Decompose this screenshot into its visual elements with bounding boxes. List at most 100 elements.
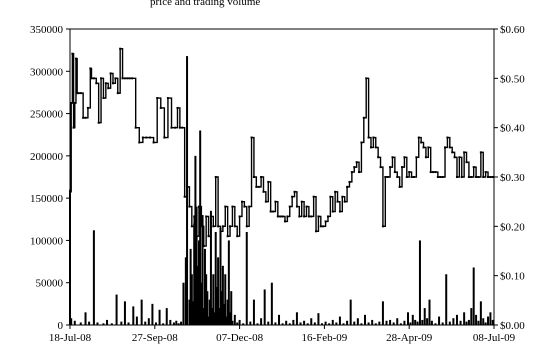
volume-bar <box>226 299 229 325</box>
volume-bar <box>132 306 135 325</box>
price-point <box>463 151 466 154</box>
volume-bar <box>403 320 406 325</box>
price-point <box>329 195 332 198</box>
price-point <box>116 92 119 95</box>
price-point <box>221 225 224 228</box>
volume-bar <box>182 282 185 325</box>
price-point <box>262 190 265 193</box>
price-point <box>331 210 334 213</box>
volume-bar <box>328 323 331 325</box>
price-point <box>458 156 461 159</box>
volume-bar <box>144 321 147 325</box>
volume-bar <box>299 322 302 325</box>
volume-bar <box>211 308 214 325</box>
price-point <box>355 161 358 164</box>
volume-bar <box>331 319 334 325</box>
price-point <box>245 225 248 228</box>
price-point <box>358 171 361 174</box>
price-point <box>163 136 166 139</box>
price-point <box>73 102 76 104</box>
volume-bar <box>106 319 109 325</box>
price-point <box>465 161 468 164</box>
volume-bar <box>441 322 444 325</box>
price-point <box>455 176 458 178</box>
price-point <box>291 195 294 198</box>
price-point <box>410 176 413 178</box>
price-point <box>190 225 193 228</box>
price-point <box>181 126 184 129</box>
price-point <box>188 205 191 208</box>
price-point <box>353 166 356 169</box>
price-point <box>229 225 232 228</box>
right-tick-label: $0.00 <box>500 320 525 332</box>
volume-bar <box>260 318 263 325</box>
price-point <box>74 57 77 60</box>
volume-bar <box>217 257 220 325</box>
left-tick-label: 350000 <box>30 24 64 36</box>
volume-bar <box>135 316 138 325</box>
left-axis-tick-labels: 0 50000 100000 150000 200000 250000 300000 3500… <box>30 24 70 332</box>
price-point <box>238 215 241 218</box>
volume-bar <box>389 319 392 325</box>
price-point <box>283 220 286 223</box>
right-tick-label: $0.50 <box>500 73 525 85</box>
price-point <box>298 215 301 218</box>
price-point <box>264 200 267 203</box>
volume-bar <box>242 323 245 325</box>
price-point <box>470 176 473 178</box>
price-point <box>257 185 260 188</box>
volume-bar <box>467 319 470 325</box>
volume-bar <box>295 312 298 325</box>
price-point <box>255 185 258 188</box>
right-tick-label: $0.30 <box>500 172 525 184</box>
volume-bar <box>426 318 429 325</box>
price-point <box>405 176 408 178</box>
price-point <box>276 215 279 218</box>
left-tick-label: 100000 <box>30 235 64 247</box>
price-point <box>401 166 404 169</box>
right-tick-label: $0.40 <box>500 123 525 135</box>
volume-bar <box>285 320 288 325</box>
volume-bar <box>489 312 492 325</box>
price-point <box>100 77 103 80</box>
volume-bar <box>102 323 105 325</box>
price-point <box>367 136 370 139</box>
price-point <box>472 166 475 169</box>
volume-bar <box>190 274 193 325</box>
volume-bar <box>407 312 410 325</box>
price-point <box>82 116 85 119</box>
price-point <box>312 195 315 198</box>
volume-bar <box>197 240 200 325</box>
price-point <box>398 185 401 188</box>
price-point <box>307 215 310 218</box>
price-point <box>317 215 320 218</box>
price-point <box>360 141 363 144</box>
volume-bar <box>421 319 424 325</box>
price-point <box>412 176 415 178</box>
volume-bar <box>224 274 227 325</box>
right-tick-label: $0.60 <box>500 24 525 36</box>
price-point <box>408 171 411 174</box>
volume-bar <box>455 314 458 325</box>
volume-bar <box>310 318 313 325</box>
right-tick-label: $0.10 <box>500 271 525 283</box>
x-axis-tick-labels: 18-Jul-08 27-Sep-08 07-Dec-08 16-Feb-09 28-A… <box>49 325 516 344</box>
price-point <box>350 171 353 174</box>
price-point <box>170 126 173 129</box>
volume-bar <box>477 320 480 325</box>
volume-bar <box>399 323 402 325</box>
volume-bar <box>270 282 273 325</box>
price-point <box>272 210 275 213</box>
volume-bar <box>205 274 208 325</box>
volume-bar <box>335 322 338 325</box>
price-point <box>315 230 318 233</box>
volume-bar <box>96 322 99 325</box>
volume-bar <box>231 320 234 325</box>
volume-bar <box>475 314 478 325</box>
price-point <box>420 141 423 144</box>
price-point <box>202 245 205 248</box>
price-point <box>224 205 227 208</box>
volume-bar <box>208 299 211 325</box>
volume-bar <box>491 319 494 325</box>
price-point <box>86 106 89 109</box>
